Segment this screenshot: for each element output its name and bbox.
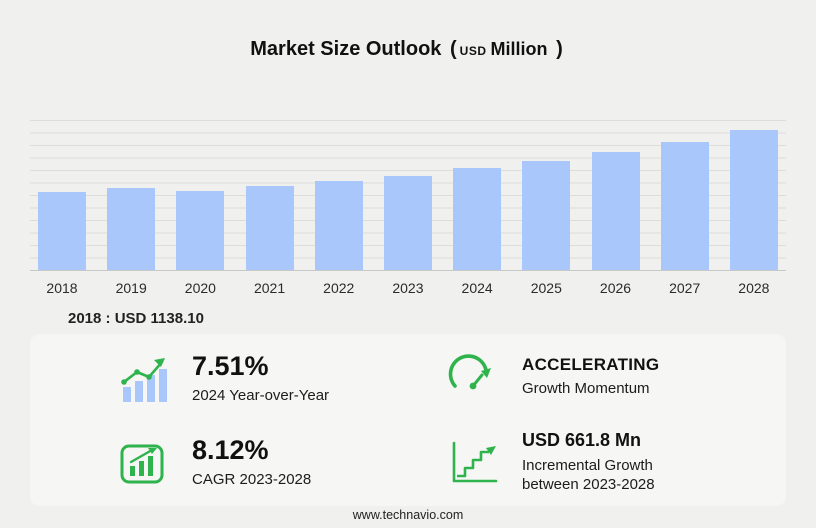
title-unit-scale: Million — [490, 39, 548, 59]
stat-label: CAGR 2023-2028 — [192, 470, 312, 488]
bar-2028 — [729, 130, 778, 270]
x-tick-label: 2022 — [323, 280, 355, 296]
title-paren-close: ) — [556, 38, 563, 60]
bar-2025 — [522, 160, 571, 270]
x-tick-label: 2019 — [115, 280, 147, 296]
stat-cagr: 8.12% CAGR 2023-2028 — [118, 435, 312, 489]
chart-plot-area — [30, 120, 786, 271]
stat-label: Incremental Growth between 2023-2028 — [522, 456, 655, 494]
stat-label: 2024 Year-over-Year — [192, 386, 330, 404]
bar-2021 — [245, 185, 294, 270]
stat-growth-momentum: ACCELERATING Growth Momentum — [448, 354, 659, 400]
incremental-growth-icon — [452, 441, 498, 483]
stat-value: 7.51% — [192, 351, 269, 381]
cagr-chart-icon — [120, 444, 164, 484]
bar-2019 — [107, 187, 156, 270]
website-url: www.technavio.com — [352, 508, 464, 522]
bar-2018 — [38, 192, 86, 270]
x-tick-label: 2025 — [530, 280, 562, 296]
stat-value: ACCELERATING — [522, 355, 660, 375]
stat-label: Growth Momentum — [522, 380, 650, 398]
bar-2023 — [383, 175, 432, 270]
stat-value: USD 661.8 Mn — [522, 430, 642, 450]
x-tick-label: 2018 — [46, 280, 78, 296]
stat-yoy-growth: 7.51% 2024 Year-over-Year — [118, 351, 330, 405]
title-main: Market Size Outlook — [250, 38, 442, 60]
stat-incremental-growth: USD 661.8 Mn Incremental Growth between … — [448, 430, 707, 495]
bar-2020 — [176, 190, 225, 270]
x-tick-label: 2026 — [599, 280, 632, 296]
bar-2024 — [453, 168, 502, 270]
page-title: Market Size Outlook (USD Million ) — [0, 38, 816, 61]
stat-value: 8.12% — [192, 435, 269, 465]
base-year-annotation: 2018 : USD 1138.10 — [68, 310, 204, 327]
bar-2022 — [314, 180, 363, 270]
title-unit-currency: USD — [459, 44, 487, 58]
title-paren-open: ( — [449, 38, 457, 60]
yoy-bars-trend-icon — [121, 357, 167, 402]
bar-2027 — [660, 141, 709, 270]
x-tick-label: 2024 — [461, 280, 493, 296]
speedometer-icon — [448, 354, 491, 390]
bar-chart: 2018 2019 2020 2021 2022 2023 2024 2025 2026 2027… — [30, 120, 786, 296]
x-tick-label: 2027 — [669, 280, 701, 296]
chart-x-axis-labels: 2018 2019 2020 2021 2022 2023 2024 2025 2026 2027… — [30, 280, 786, 296]
bar-2026 — [591, 151, 640, 270]
x-tick-label: 2028 — [738, 280, 770, 296]
x-tick-label: 2020 — [184, 280, 216, 296]
x-tick-label: 2021 — [253, 280, 286, 296]
x-tick-label: 2023 — [392, 280, 424, 296]
stats-panel: 7.51% 2024 Year-over-Year ACCELERATING G… — [30, 334, 786, 506]
